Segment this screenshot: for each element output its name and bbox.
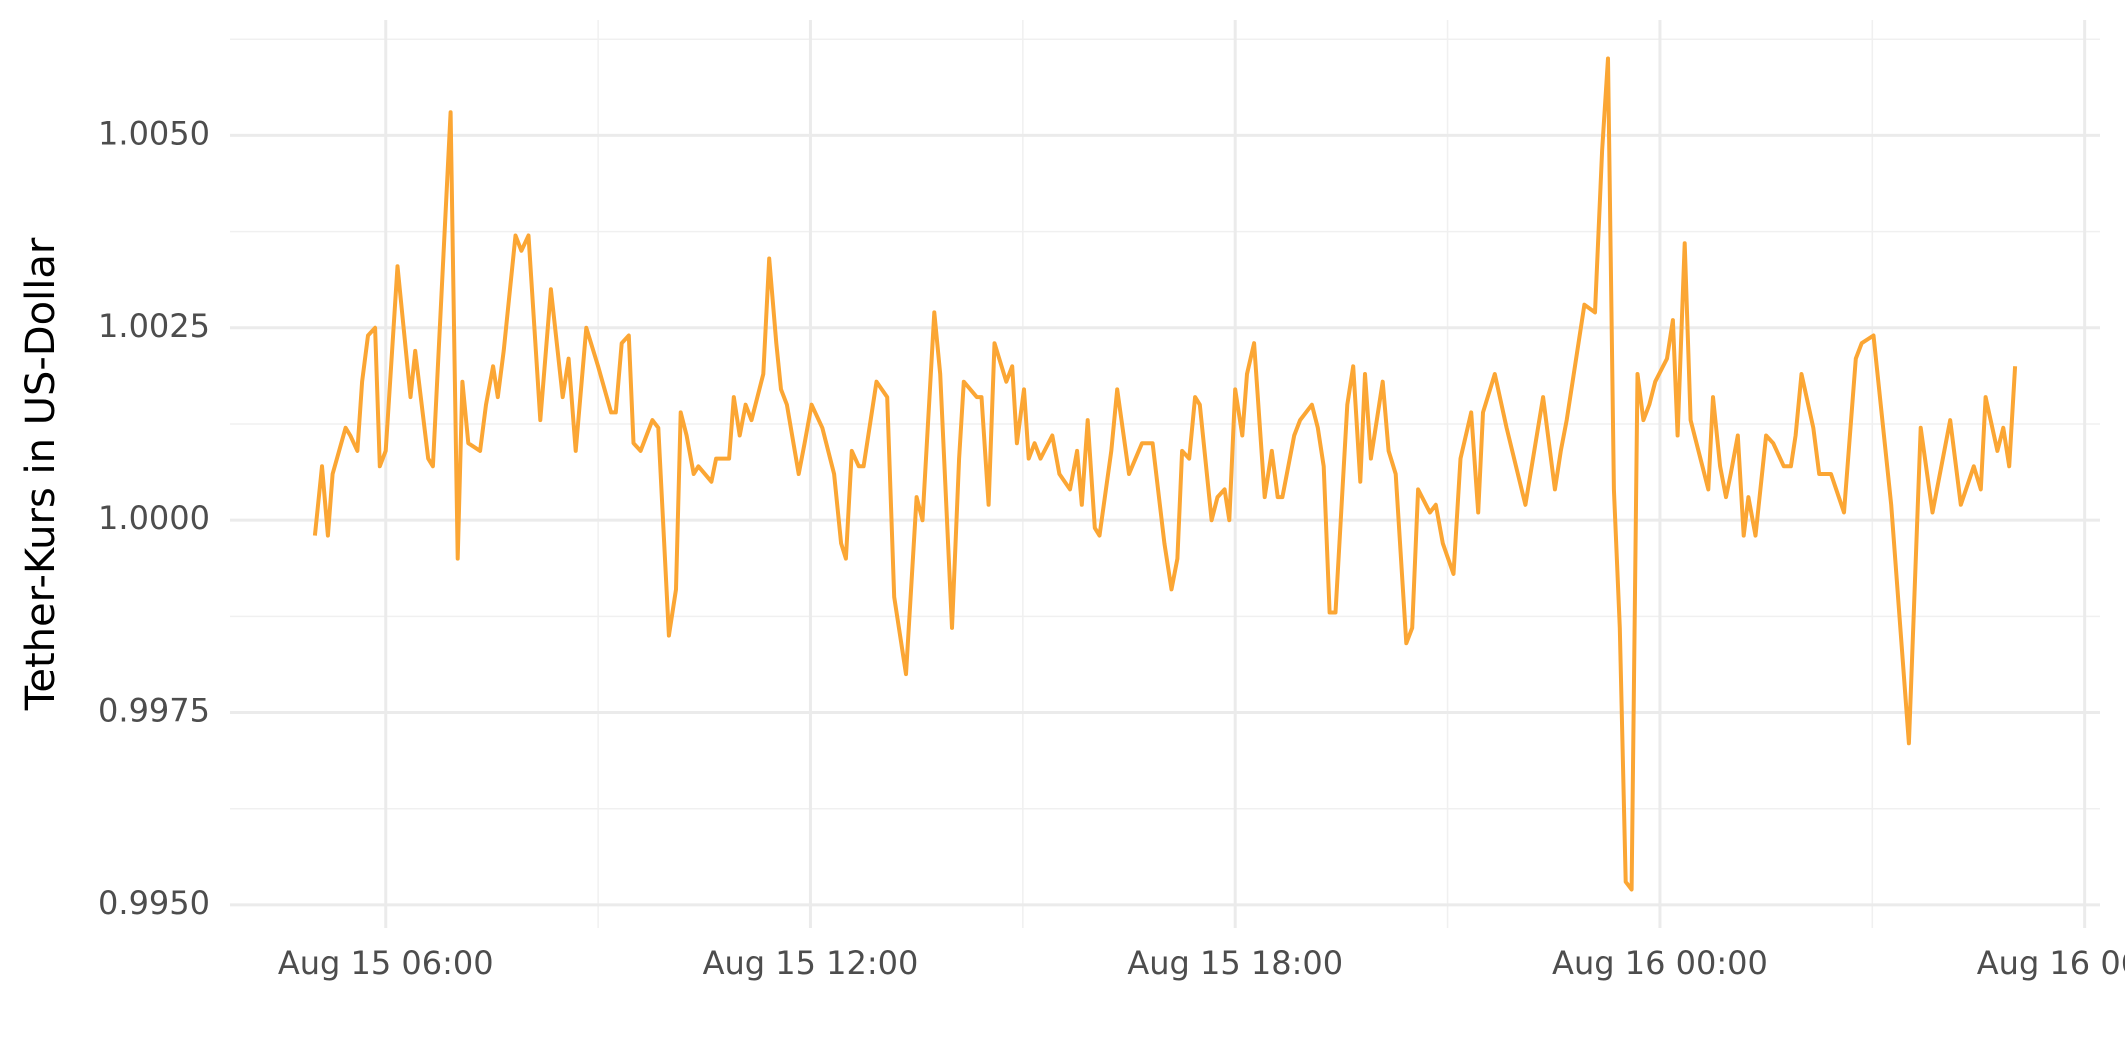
x-tick-label: Aug 15 06:00 — [278, 944, 494, 982]
price-line — [312, 56, 2018, 892]
y-axis-title: Tether-Kurs in US-Dollar — [18, 237, 64, 711]
y-tick-label: 1.0000 — [98, 499, 210, 537]
x-tick-label: Aug 15 18:00 — [1127, 944, 1343, 982]
x-tick-label: Aug 16 06:00 — [1977, 944, 2125, 982]
y-tick-label: 1.0025 — [98, 307, 210, 345]
x-tick-label: Aug 16 00:00 — [1552, 944, 1768, 982]
y-tick-label: 1.0050 — [98, 114, 210, 152]
grid — [230, 20, 2100, 928]
y-tick-label: 0.9950 — [98, 884, 210, 922]
y-tick-label: 0.9975 — [98, 692, 210, 730]
x-tick-label: Aug 15 12:00 — [703, 944, 919, 982]
